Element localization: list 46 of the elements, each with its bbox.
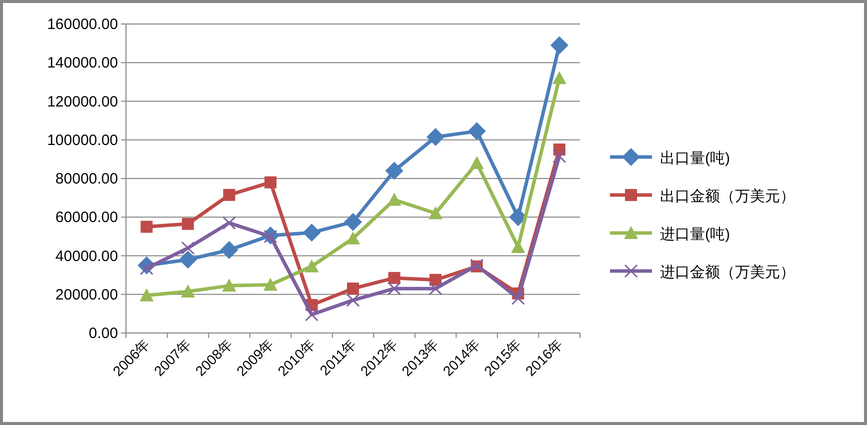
y-tick-label: 80000.00 xyxy=(55,170,118,188)
point xyxy=(222,216,236,230)
point xyxy=(182,218,194,230)
point xyxy=(222,278,236,292)
point xyxy=(552,150,566,164)
point xyxy=(470,156,484,170)
point xyxy=(181,241,195,255)
point xyxy=(550,36,568,54)
point xyxy=(346,293,360,307)
y-tick-label: 140000.00 xyxy=(47,54,118,72)
point xyxy=(388,272,400,284)
point xyxy=(304,259,319,272)
point xyxy=(426,128,445,146)
point xyxy=(347,282,359,295)
legend-label: 出口金额（万美元） xyxy=(660,188,795,205)
point xyxy=(468,122,486,140)
point xyxy=(428,206,443,220)
point xyxy=(178,250,197,269)
legend-label: 进口量(吨) xyxy=(660,226,730,243)
point xyxy=(346,231,360,244)
y-tick-label: 20000.00 xyxy=(55,286,118,304)
point xyxy=(223,188,236,201)
point xyxy=(552,71,566,84)
legend-label: 出口量(吨) xyxy=(660,150,730,167)
point xyxy=(140,220,153,233)
point xyxy=(344,212,362,231)
point xyxy=(385,162,404,180)
y-tick-label: 100000.00 xyxy=(47,132,118,149)
y-tick-label: 40000.00 xyxy=(55,248,118,265)
y-tick-label: 120000.00 xyxy=(47,93,118,110)
y-tick-label: 60000.00 xyxy=(55,209,118,226)
point xyxy=(387,192,402,206)
point xyxy=(302,224,321,242)
point xyxy=(428,282,442,296)
y-tick-label: 160000.00 xyxy=(47,16,118,33)
point xyxy=(511,291,525,305)
legend-label: 进口金额（万美元） xyxy=(660,264,795,281)
point xyxy=(140,288,154,302)
point xyxy=(511,240,526,254)
point xyxy=(180,284,195,298)
point xyxy=(264,176,276,188)
point xyxy=(304,308,318,322)
y-tick-label: 0.00 xyxy=(88,325,118,342)
point xyxy=(388,282,402,296)
point xyxy=(220,240,238,259)
point xyxy=(263,278,278,291)
